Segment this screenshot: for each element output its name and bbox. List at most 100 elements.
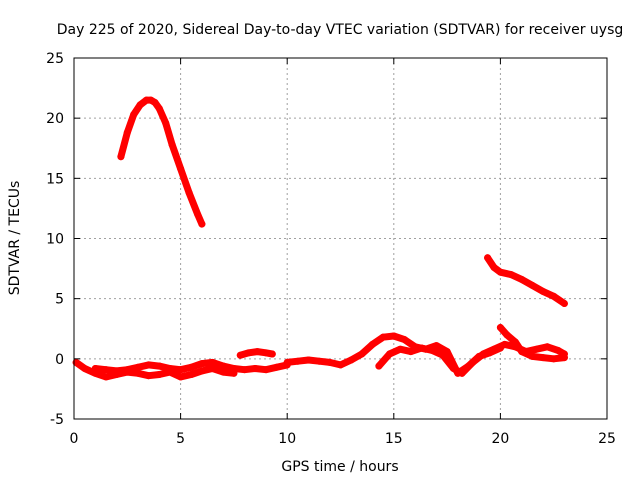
y-axis-label: SDTVAR / TECUs bbox=[7, 181, 23, 296]
data-point bbox=[432, 342, 440, 350]
y-tick-label: -5 bbox=[50, 412, 64, 428]
data-point bbox=[113, 367, 121, 375]
y-tick-label: 0 bbox=[55, 352, 64, 368]
data-point bbox=[479, 350, 487, 358]
x-tick-label: 20 bbox=[491, 431, 509, 447]
data-point bbox=[496, 268, 504, 276]
data-point bbox=[117, 153, 125, 161]
data-point bbox=[539, 287, 547, 295]
data-point bbox=[185, 189, 193, 197]
data-point bbox=[539, 354, 547, 362]
data-point bbox=[518, 275, 526, 283]
data-point bbox=[155, 105, 163, 113]
data-point bbox=[305, 356, 313, 364]
data-point bbox=[187, 363, 195, 371]
data-point bbox=[251, 364, 259, 372]
series-trace bbox=[117, 96, 206, 228]
data-point bbox=[123, 129, 131, 137]
data-point bbox=[550, 292, 558, 300]
data-point bbox=[253, 348, 261, 356]
data-point bbox=[528, 281, 536, 289]
series-arc-late bbox=[484, 254, 568, 307]
data-point bbox=[219, 362, 227, 370]
x-axis-label: GPS time / hours bbox=[281, 459, 398, 475]
data-point bbox=[560, 354, 568, 362]
data-point bbox=[469, 358, 477, 366]
data-point bbox=[177, 165, 185, 173]
y-tick-label: 10 bbox=[46, 232, 64, 248]
x-tick-label: 0 bbox=[70, 431, 79, 447]
data-point bbox=[155, 370, 163, 378]
data-point bbox=[439, 351, 447, 359]
data-point bbox=[283, 358, 291, 366]
data-point bbox=[236, 351, 244, 359]
data-point bbox=[91, 364, 99, 372]
data-point bbox=[134, 363, 142, 371]
data-point bbox=[268, 350, 276, 358]
data-point bbox=[315, 357, 323, 365]
data-point bbox=[102, 366, 110, 374]
data-point bbox=[294, 357, 302, 365]
chart-title: Day 225 of 2020, Sidereal Day-to-day VTE… bbox=[57, 22, 624, 38]
data-point bbox=[533, 345, 541, 353]
data-point bbox=[177, 373, 185, 381]
data-point bbox=[145, 372, 153, 380]
data-point bbox=[241, 366, 249, 374]
data-point bbox=[503, 331, 511, 339]
data-point bbox=[230, 364, 238, 372]
series-late-zero-arc bbox=[496, 324, 568, 363]
data-point bbox=[560, 299, 568, 307]
data-point bbox=[337, 361, 344, 369]
data-point bbox=[219, 368, 227, 376]
series-arc-high-early bbox=[117, 96, 206, 228]
data-point bbox=[407, 348, 415, 356]
data-point bbox=[428, 346, 436, 354]
y-tick-label: 25 bbox=[46, 51, 64, 67]
data-point bbox=[273, 363, 281, 371]
data-point bbox=[386, 350, 394, 358]
data-point bbox=[198, 360, 206, 368]
data-point bbox=[198, 367, 206, 375]
data-point bbox=[543, 343, 551, 351]
data-point bbox=[511, 338, 519, 346]
data-point bbox=[245, 349, 253, 357]
data-point bbox=[262, 349, 270, 357]
data-point bbox=[490, 345, 498, 353]
data-point bbox=[262, 366, 270, 374]
axis-ticks bbox=[73, 57, 608, 420]
x-tick-label: 10 bbox=[278, 431, 296, 447]
y-tick-label: 15 bbox=[46, 171, 64, 187]
data-point bbox=[554, 346, 562, 354]
data-point bbox=[484, 254, 492, 262]
data-point bbox=[136, 101, 144, 109]
data-point bbox=[528, 352, 536, 360]
data-series bbox=[72, 96, 568, 381]
data-point bbox=[375, 362, 383, 370]
data-point bbox=[134, 369, 142, 377]
data-point bbox=[379, 333, 387, 341]
data-point bbox=[390, 332, 398, 340]
series-trace bbox=[72, 358, 238, 381]
data-point bbox=[198, 220, 206, 228]
data-point bbox=[177, 366, 185, 374]
x-tick-label: 15 bbox=[385, 431, 403, 447]
data-point bbox=[166, 364, 174, 372]
x-tick-label: 5 bbox=[176, 431, 185, 447]
data-point bbox=[155, 362, 163, 370]
data-point bbox=[151, 99, 159, 107]
data-point bbox=[162, 119, 170, 127]
data-point bbox=[130, 111, 138, 119]
x-tick-label: 25 bbox=[598, 431, 616, 447]
data-point bbox=[400, 336, 408, 344]
data-point bbox=[209, 358, 217, 366]
data-point bbox=[187, 370, 195, 378]
data-point bbox=[145, 361, 153, 369]
data-point bbox=[490, 263, 498, 271]
data-point bbox=[102, 373, 110, 381]
y-tick-label: 5 bbox=[55, 292, 64, 308]
data-point bbox=[418, 344, 426, 352]
data-point bbox=[326, 358, 334, 366]
data-point bbox=[458, 369, 466, 377]
data-point bbox=[368, 340, 376, 348]
